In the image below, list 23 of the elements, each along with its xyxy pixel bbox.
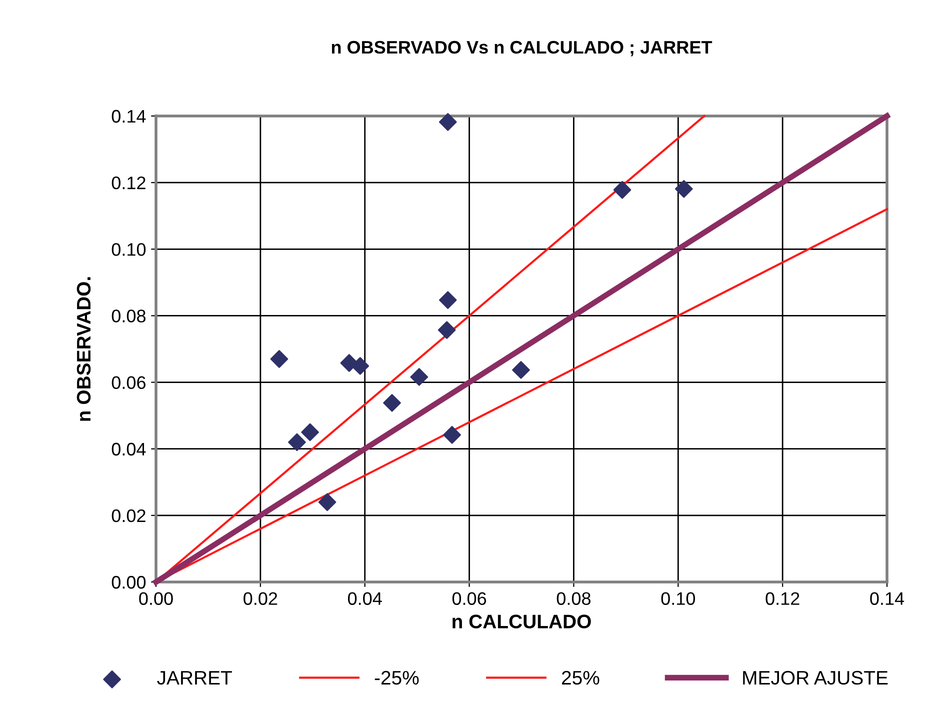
y-tick-label: 0.08: [112, 310, 146, 322]
y-tick-label: 0.00: [112, 576, 146, 589]
chart-title: n OBSERVADO Vs n CALCULADO ; JARRET: [332, 40, 712, 56]
y-tick-label: 0.10: [112, 243, 146, 256]
y-tick-label: 0.06: [112, 376, 146, 390]
x-tick-label: 0.04: [348, 592, 382, 605]
x-tick-label: 0.12: [766, 592, 800, 605]
x-tick-label: 0.14: [870, 592, 904, 605]
y-tick-label: 0.02: [112, 509, 146, 522]
y-tick-label: 0.04: [112, 442, 146, 456]
legend-label: JARRET: [157, 671, 232, 685]
x-tick-label: 0.00: [139, 592, 173, 605]
y-tick-label: 0.14: [112, 110, 146, 123]
y-axis-title: n OBSERVADO.: [76, 277, 91, 421]
x-tick-label: 0.06: [452, 592, 486, 605]
x-tick-label: 0.10: [661, 592, 696, 605]
x-axis-title: n CALCULADO: [452, 614, 591, 628]
legend-label: 25%: [562, 670, 600, 685]
legend-label: -25%: [374, 670, 419, 685]
y-tick-label: 0.12: [112, 176, 146, 190]
x-tick-label: 0.02: [244, 592, 278, 605]
legend-label: MEJOR AJUSTE: [743, 670, 888, 685]
x-tick-label: 0.08: [556, 592, 590, 605]
